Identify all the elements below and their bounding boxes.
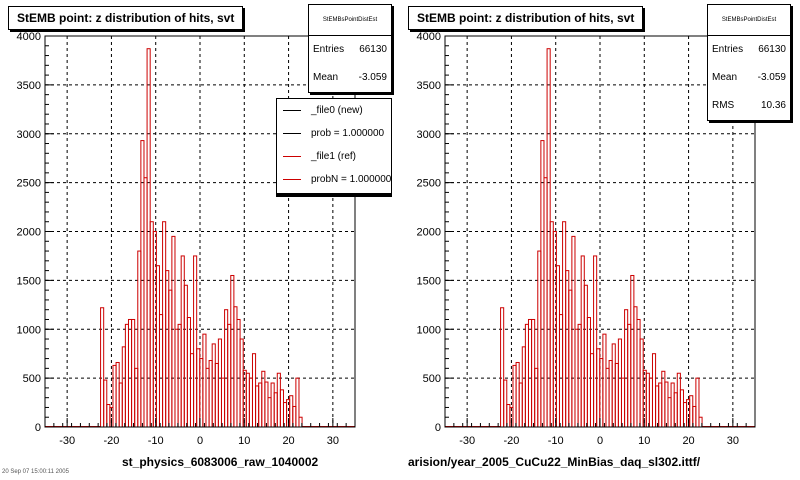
x-tick-label: -20	[103, 435, 119, 447]
legend-label: probN = 1.000000	[311, 174, 392, 185]
x-axis-title: st_physics_6083006_raw_1040002	[122, 455, 319, 469]
x-tick-label: -10	[148, 435, 164, 447]
legend-entry-file0: _file0 (new)	[277, 99, 391, 122]
y-tick-label: 2000	[17, 227, 41, 239]
y-tick-label: 0	[435, 422, 441, 434]
stats-box: StEMBsPointDistEst Entries 66130 Mean -3…	[707, 4, 791, 121]
legend-entry-file1: _file1 (ref)	[277, 145, 391, 168]
y-tick-label: 500	[23, 373, 41, 385]
legend-label: prob = 1.000000	[311, 128, 385, 139]
legend-label: _file0 (new)	[311, 105, 363, 116]
stats-row-mean: Mean -3.059	[309, 64, 391, 92]
x-tick-label: 10	[238, 435, 250, 447]
histogram-pad-right: -30 -20 -10 0 10 20 30 0 500 1000 1500 2000 2500 3000…	[400, 0, 800, 480]
y-tick-label: 1500	[17, 275, 41, 287]
stats-row-entries: Entries 66130	[708, 36, 790, 64]
stats-row-rms: RMS 10.36	[708, 92, 790, 120]
histogram-pad-left: -30 -20 -10 0 10 20 30 0 500 1000 1500 2000 2500 3000…	[8, 4, 392, 469]
x-tick-label: 20	[282, 435, 294, 447]
stats-box: StEMBsPointDistEst Entries 66130 Mean -3…	[308, 4, 392, 93]
x-tick-label: 20	[682, 435, 694, 447]
legend-line	[283, 156, 301, 157]
stats-name: StEMBsPointDistEst	[708, 5, 790, 36]
y-tick-label: 1000	[17, 324, 41, 336]
legend-entry-probn: probN = 1.000000	[277, 168, 391, 191]
legend-line	[283, 110, 301, 111]
x-tick-label: -30	[459, 435, 475, 447]
y-tick-label: 1500	[417, 275, 441, 287]
y-tick-label: 4000	[417, 31, 441, 43]
stats-value: 10.36	[760, 100, 786, 111]
legend-entry-prob: prob = 1.000000	[277, 122, 391, 145]
x-tick-label: -30	[59, 435, 75, 447]
stats-label: Entries	[712, 44, 744, 55]
y-tick-label: 3000	[417, 129, 441, 141]
stats-value: -3.059	[358, 72, 387, 83]
histogram-plot-right: -30 -20 -10 0 10 20 30 0 500 1000 1500 2000 2500 3000…	[417, 31, 756, 447]
x-axis-title: arision/year_2005_CuCu22_MinBias_daq_sl3…	[408, 455, 701, 469]
y-tick-label: 3500	[17, 80, 41, 92]
y-tick-label: 2500	[17, 178, 41, 190]
plot-title: StEMB point: z distribution of hits, svt	[408, 6, 644, 30]
stats-label: Mean	[712, 72, 738, 83]
stats-name: StEMBsPointDistEst	[309, 5, 391, 36]
y-tick-label: 1000	[417, 324, 441, 336]
x-tick-label: 0	[197, 435, 203, 447]
x-tick-label: -20	[503, 435, 519, 447]
legend: _file0 (new) prob = 1.000000 _file1 (ref…	[276, 98, 392, 194]
y-tick-label: 2000	[417, 227, 441, 239]
y-tick-label: 4000	[17, 31, 41, 43]
x-tick-label: 30	[327, 435, 339, 447]
plot-title: StEMB point: z distribution of hits, svt	[8, 6, 244, 30]
stats-value: 66130	[758, 44, 786, 55]
x-tick-label: 30	[727, 435, 739, 447]
y-tick-label: 3500	[417, 80, 441, 92]
x-tick-label: -10	[548, 435, 564, 447]
legend-line	[283, 179, 301, 180]
footer-timestamp: 20 Sep 07 15:00:11 2005	[2, 469, 69, 475]
x-tick-label: 10	[638, 435, 650, 447]
y-tick-label: 0	[35, 422, 41, 434]
stats-label: Mean	[313, 72, 339, 83]
stats-value: -3.059	[757, 72, 786, 83]
legend-line	[283, 133, 301, 134]
histogram-plot-left: -30 -20 -10 0 10 20 30 0 500 1000 1500 2000 2500 3000…	[17, 31, 356, 447]
y-tick-label: 2500	[417, 178, 441, 190]
x-tick-label: 0	[597, 435, 603, 447]
stats-label: Entries	[313, 44, 345, 55]
stats-label: RMS	[712, 100, 735, 111]
stats-value: 66130	[359, 44, 387, 55]
y-tick-label: 500	[423, 373, 441, 385]
legend-label: _file1 (ref)	[311, 151, 357, 162]
stats-row-mean: Mean -3.059	[708, 64, 790, 92]
stats-row-entries: Entries 66130	[309, 36, 391, 64]
y-tick-label: 3000	[17, 129, 41, 141]
